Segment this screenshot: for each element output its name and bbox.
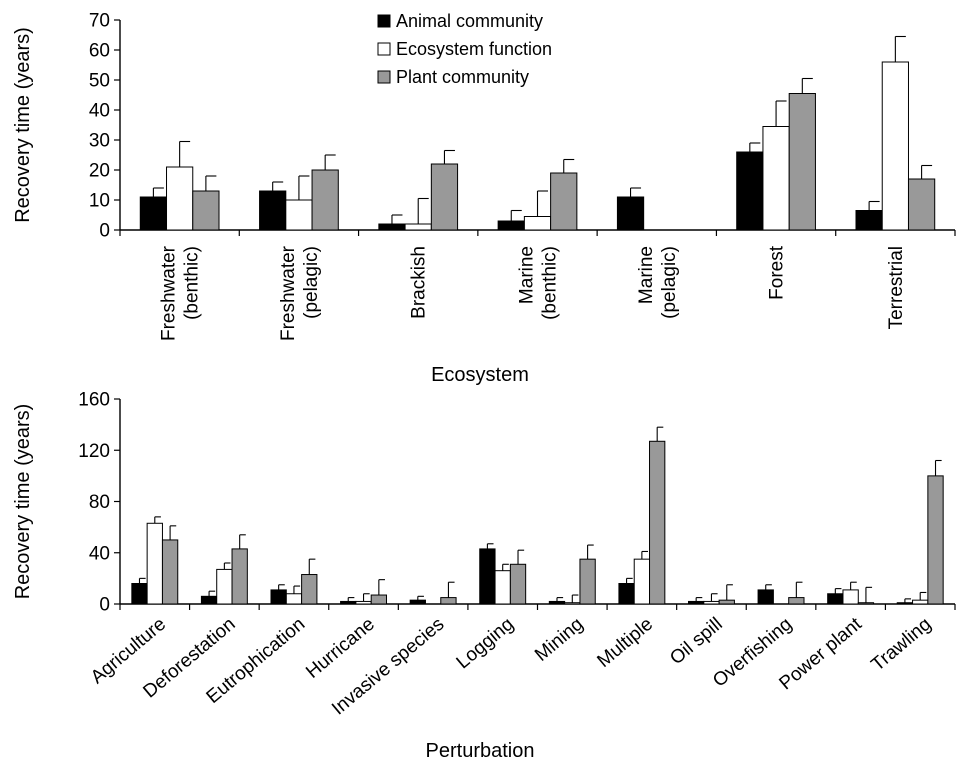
y-tick-label: 0 [99, 221, 110, 242]
chart-perturbation: 04080120160AgricultureDeforestationEutro… [12, 390, 956, 762]
bar-pert-0-1 [200, 595, 218, 605]
bar-pert-0-7 [618, 583, 635, 605]
bar-eco-0-6 [855, 210, 883, 231]
category-label: Forest [767, 245, 788, 300]
bar-pert-2-7 [649, 440, 666, 605]
bar-pert-2-0 [161, 539, 179, 605]
bar-pert-0-9 [757, 589, 774, 605]
bar-pert-0-6 [548, 600, 566, 605]
bar-pert-0-3 [340, 600, 357, 605]
bar-pert-1-7 [633, 558, 651, 605]
bar-eco-0-3 [497, 220, 525, 231]
bar-eco-1-6 [881, 61, 909, 231]
bar-pert-1-11 [912, 599, 929, 605]
bar-pert-2-1 [231, 548, 248, 605]
bar-eco-2-1 [311, 169, 339, 231]
legend-label-1: Ecosystem function [396, 39, 552, 59]
category-label: Freshwater (benthic) [159, 245, 203, 341]
bar-pert-2-11 [927, 475, 944, 605]
legend: Animal community Ecosystem function Plant … [377, 11, 552, 87]
y-tick-label: 80 [89, 492, 110, 513]
category-label: Oil spill [666, 614, 726, 669]
bar-eco-2-3 [550, 172, 578, 231]
bar-pert-1-8 [703, 600, 720, 605]
bar-eco-1-1 [285, 199, 313, 231]
legend-swatch-1 [377, 42, 391, 56]
bar-pert-2-4 [440, 597, 457, 605]
bar-eco-0-0 [139, 196, 168, 231]
bar-pert-0-0 [131, 583, 148, 605]
bar-eco-1-3 [523, 216, 552, 231]
bar-eco-0-4 [616, 196, 645, 231]
bar-eco-0-2 [378, 223, 406, 231]
bar-pert-2-3 [370, 594, 388, 605]
y-tick-label: 40 [89, 543, 110, 564]
y-tick-label: 160 [78, 390, 110, 411]
y-tick-label: 60 [89, 41, 110, 62]
bar-pert-1-2 [285, 593, 303, 605]
bar-pert-2-9 [788, 597, 805, 605]
chart-ecosystem: 0 10 20 30 40 50 60 70 Freshwater (benthic) Freshw… [12, 11, 956, 386]
category-label: Brackish [409, 246, 430, 319]
bar-pert-2-2 [301, 574, 318, 605]
bar-pert-0-10 [827, 593, 844, 605]
y-tick-label: 50 [89, 71, 110, 92]
bar-eco-1-2 [404, 223, 432, 231]
bar-eco-2-5 [788, 93, 816, 231]
bar-eco-2-2 [430, 163, 459, 231]
bar-pert-2-6 [579, 558, 596, 605]
legend-label-2: Plant community [396, 67, 529, 87]
bar-pert-2-5 [509, 563, 527, 605]
category-label: Terrestrial [886, 246, 907, 329]
category-label: Logging [453, 614, 518, 674]
bar-pert-0-5 [479, 548, 496, 605]
bar-eco-1-0 [166, 166, 194, 231]
bar-pert-1-1 [216, 568, 233, 605]
y-tick-label: 40 [89, 101, 110, 122]
category-label: Marine (benthic) [517, 246, 561, 320]
y-tick-label: 0 [99, 595, 110, 616]
bar-eco-2-0 [192, 190, 220, 231]
category-label: Marine (pelagic) [636, 246, 680, 319]
y-axis-title: Recovery time (years) [12, 27, 34, 223]
y-tick-label: 20 [89, 161, 110, 182]
bar-pert-2-8 [718, 599, 735, 605]
y-tick-label: 30 [89, 131, 110, 152]
category-label: Freshwater (pelagic) [278, 245, 322, 341]
bar-eco-0-1 [259, 190, 287, 231]
bar-eco-0-5 [736, 151, 764, 231]
bar-pert-0-4 [409, 599, 426, 605]
bar-pert-1-3 [355, 600, 372, 605]
bar-pert-1-10 [842, 589, 859, 605]
y-tick-label: 120 [78, 441, 110, 462]
y-axis-title: Recovery time (years) [12, 404, 34, 600]
category-label: Trawling [867, 614, 935, 676]
bar-pert-1-6 [564, 602, 581, 605]
bar-pert-2-10 [857, 602, 875, 605]
bar-pert-0-2 [270, 589, 287, 605]
y-tick-label: 10 [89, 191, 110, 212]
x-axis-title: Ecosystem [431, 364, 529, 386]
bar-pert-0-8 [687, 600, 705, 605]
category-label: Mining [531, 614, 587, 666]
bar-eco-1-5 [762, 126, 790, 231]
bar-pert-1-0 [146, 522, 163, 605]
bar-pert-0-11 [896, 602, 914, 605]
y-tick-label: 70 [89, 11, 110, 32]
legend-swatch-2 [377, 70, 391, 84]
bar-pert-1-5 [494, 570, 511, 605]
legend-label-0: Animal community [396, 11, 543, 31]
legend-swatch-0 [377, 14, 391, 28]
bar-eco-2-6 [907, 178, 936, 231]
category-label: Multiple [593, 614, 657, 672]
x-axis-title: Perturbation [426, 740, 535, 762]
